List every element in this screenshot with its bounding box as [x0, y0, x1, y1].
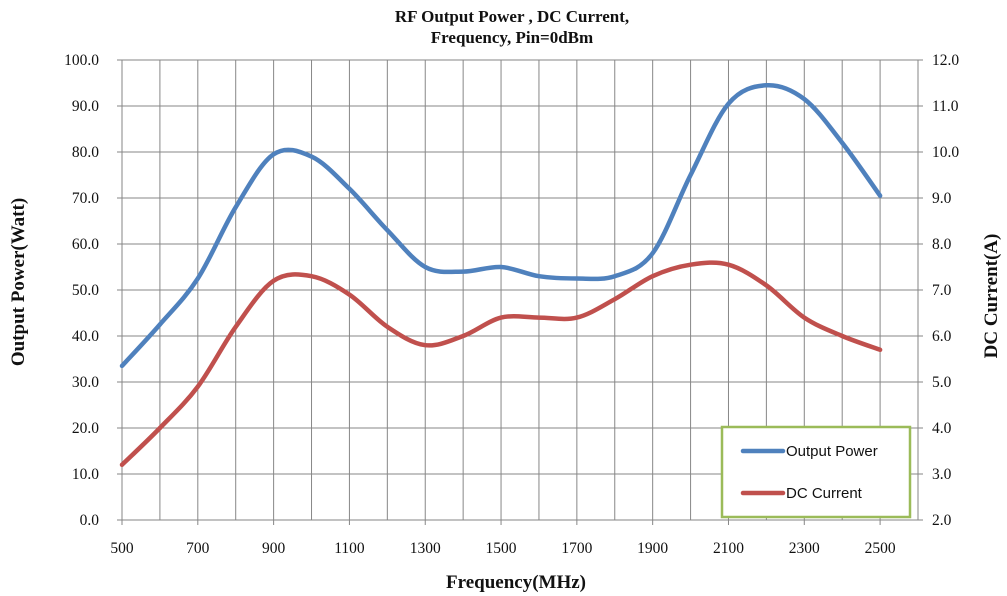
x-tick-label: 1300 [410, 540, 441, 557]
legend-label-output-power: Output Power [786, 443, 878, 460]
y2-tick-label: 5.0 [932, 374, 952, 391]
y-tick-label: 60.0 [72, 236, 99, 253]
y-tick-label: 20.0 [72, 420, 99, 437]
y2-axis-ticks: 2.0 3.0 4.0 5.0 6.0 7.0 8.0 9.0 10.0 11.0 12.0 [918, 52, 959, 529]
x-axis-title: Frequency(MHz) [446, 572, 586, 593]
y-tick-label: 100.0 [64, 52, 99, 69]
chart-title: RF Output Power , DC Current, Frequency,… [395, 7, 629, 47]
y2-tick-label: 10.0 [932, 144, 959, 161]
y2-tick-label: 3.0 [932, 466, 952, 483]
legend-label-dc-current: DC Current [786, 485, 863, 502]
x-tick-label: 700 [186, 540, 210, 557]
x-tick-label: 1100 [334, 540, 365, 557]
legend: Output Power DC Current [720, 425, 912, 519]
chart-title-line-1: RF Output Power , DC Current, [395, 7, 629, 26]
series-line-dc-current [119, 260, 883, 468]
y-tick-label: 0.0 [80, 512, 100, 529]
y-axis-ticks: 0.0 10.0 20.0 30.0 40.0 50.0 60.0 70.0 80.0 90.0 1… [64, 52, 122, 529]
y2-tick-label: 2.0 [932, 512, 952, 529]
y2-tick-label: 7.0 [932, 282, 952, 299]
x-tick-label: 2500 [865, 540, 896, 557]
y2-tick-label: 6.0 [932, 328, 952, 345]
y2-axis-title: DC Current(A) [981, 234, 1002, 359]
y-tick-label: 90.0 [72, 98, 99, 115]
x-tick-label: 2300 [789, 540, 820, 557]
x-tick-label: 900 [262, 540, 286, 557]
x-tick-label: 2100 [713, 540, 744, 557]
series-line-output-power [119, 83, 883, 369]
x-tick-label: 1900 [637, 540, 668, 557]
y2-tick-label: 9.0 [932, 190, 952, 207]
y-tick-label: 40.0 [72, 328, 99, 345]
legend-box [720, 425, 912, 519]
y2-tick-label: 11.0 [932, 98, 959, 115]
x-tick-label: 1700 [561, 540, 592, 557]
y-tick-label: 30.0 [72, 374, 99, 391]
x-axis-ticks: 500 700 900 1100 1300 1500 1700 1900 2100 2300 250… [110, 520, 896, 557]
y-tick-label: 50.0 [72, 282, 99, 299]
x-tick-label: 500 [110, 540, 134, 557]
y2-tick-label: 8.0 [932, 236, 952, 253]
x-tick-label: 1500 [486, 540, 517, 557]
series-layer [119, 83, 883, 468]
y2-tick-label: 4.0 [932, 420, 952, 437]
y-tick-label: 10.0 [72, 466, 99, 483]
y-tick-label: 80.0 [72, 144, 99, 161]
y-tick-label: 70.0 [72, 190, 99, 207]
y-axis-title: Output Power(Watt) [8, 198, 29, 366]
y2-tick-label: 12.0 [932, 52, 959, 69]
chart-title-line-2: Frequency, Pin=0dBm [431, 28, 593, 47]
